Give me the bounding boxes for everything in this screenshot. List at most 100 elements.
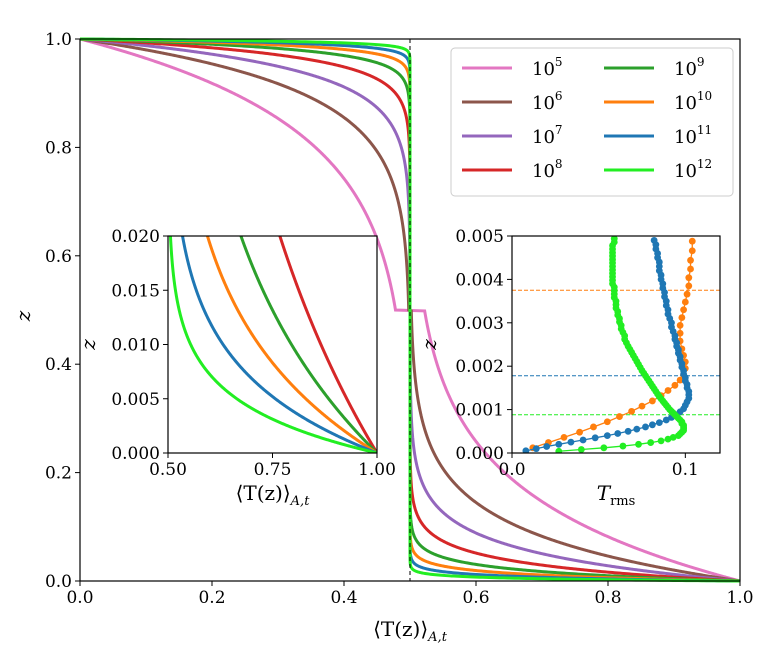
legend-exponent: 8 <box>555 157 563 171</box>
legend-base: 10 <box>532 93 555 114</box>
legend-base: 10 <box>674 93 697 114</box>
inset-left-x-label: ⟨T(z)⟩A,t <box>236 481 311 509</box>
inset-right-data-point <box>685 274 693 282</box>
inset-right-data-point <box>657 437 665 445</box>
legend-base: 10 <box>674 59 697 80</box>
inset-right-data-point <box>560 433 568 441</box>
inset-right-data-point <box>676 322 684 329</box>
inset-right-data-point <box>649 397 656 405</box>
inset-right-data-point <box>616 413 623 420</box>
inset-left-curve <box>205 236 377 453</box>
inset-right-frame <box>511 235 721 454</box>
inset-right-background <box>512 236 720 453</box>
main-x-label-main: ⟨T(z)⟩ <box>373 617 428 641</box>
main-y-tick-label: 0.0 <box>45 572 72 592</box>
legend-base: 10 <box>674 161 697 182</box>
inset-left-curve <box>239 236 377 453</box>
legend-label-10: 1010 <box>674 89 712 114</box>
inset-right-data-point <box>655 419 663 427</box>
inset-left-y-tick-label: 0.015 <box>111 281 160 301</box>
main-y-tick-label: 0.2 <box>45 464 72 484</box>
inset-right-data-point <box>687 256 694 264</box>
main-x-tick-label: 0.2 <box>198 588 225 608</box>
inset-left-axis-ticks: 0.50 0.75 1.00 0.000 0.005 0.010 0.015 0.020 <box>111 227 396 480</box>
inset-left-curve <box>181 236 377 453</box>
inset-left-curve <box>278 236 377 453</box>
inset-right-y-tick-label: 0.002 <box>455 357 504 377</box>
inset-right-data-point <box>683 290 691 298</box>
legend-label-6: 106 <box>532 89 563 114</box>
inset-left-x-label-main: ⟨T(z)⟩ <box>236 481 291 505</box>
inset-right-data-point <box>676 376 684 384</box>
inset-right-data-point <box>680 306 687 314</box>
inset-right-data-point <box>555 440 563 448</box>
inset-right-data-point <box>664 435 672 443</box>
inset-right-y-tick-label: 0.004 <box>455 270 504 290</box>
inset-right-y-tick-label: 0.000 <box>455 444 504 464</box>
inset-left-y-tick-label: 0.005 <box>111 390 160 410</box>
main-plot-frame <box>79 38 741 582</box>
inset-right-data-point <box>647 439 655 446</box>
inset-left-y-label: z <box>76 339 100 351</box>
legend-exponent: 6 <box>555 89 563 103</box>
inset-right-data-point <box>579 436 587 444</box>
legend-label-5: 105 <box>532 55 563 80</box>
main-y-tick-label: 0.6 <box>45 247 72 267</box>
inset-right-data-point <box>543 443 551 450</box>
legend-label-12: 1012 <box>674 157 712 182</box>
inset-right-data-point <box>688 247 696 255</box>
legend-label-8: 108 <box>532 157 563 182</box>
main-y-tick-label: 1.0 <box>45 30 72 50</box>
inset-left-x-tick-label: 1.00 <box>358 460 396 480</box>
legend-box <box>450 47 734 197</box>
inset-left-y-tick-label: 0.020 <box>111 227 160 247</box>
inset-right-data-point <box>642 423 649 431</box>
main-y-tick-label: 0.4 <box>45 355 72 375</box>
inset-right-data-point <box>628 407 635 415</box>
legend-label-7: 107 <box>532 123 563 148</box>
inset-left-x-label-sub: A,t <box>290 494 311 509</box>
inset-right-y-tick-label: 0.001 <box>455 401 504 421</box>
inset-right-data-point <box>678 314 686 321</box>
inset-right-data-point <box>567 438 575 446</box>
inset-left-curve <box>168 236 377 453</box>
inset-right-data-point <box>664 387 672 394</box>
inset-right-data-point <box>532 445 540 453</box>
inset-left-curves <box>168 236 377 453</box>
legend-exponent: 10 <box>697 89 712 103</box>
inset-right-x-label: Trms <box>597 481 636 509</box>
inset-right-data-point <box>614 430 622 437</box>
main-axis-ticks: 0.0 0.2 0.4 0.6 0.8 1.0 0.0 0.2 0.4 0.6 0.8 1.0 <box>45 30 754 608</box>
inset-right-data-point <box>633 425 641 433</box>
inset-right-data-point <box>681 298 689 306</box>
inset-right-data-point <box>577 446 585 453</box>
main-y-label: z <box>11 310 35 322</box>
legend-exponent: 11 <box>697 123 712 137</box>
inset-left-x-tick-label: 0.50 <box>149 460 187 480</box>
inset-right-axis-ticks: 0.0 0.1 0.000 0.001 0.002 0.003 0.004 0.005 <box>455 227 699 480</box>
legend-exponent: 9 <box>697 55 705 69</box>
legend-base: 10 <box>532 161 555 182</box>
inset-right-data-point <box>590 423 597 431</box>
legend-label-9: 109 <box>674 55 705 80</box>
inset-right-data-point <box>676 329 684 337</box>
main-x-tick-label: 0.8 <box>594 588 621 608</box>
inset-right-data-point <box>610 236 618 242</box>
legend-label-11: 1011 <box>674 123 712 148</box>
inset-right-data-point <box>576 428 583 436</box>
inset-right-data-point <box>685 282 693 290</box>
main-plot: 0.0 0.2 0.4 0.6 0.8 1.0 0.0 0.2 0.4 0.6 0.8 1.0 z ⟨… <box>11 30 754 645</box>
main-y-tick-label: 0.8 <box>45 138 72 158</box>
inset-left-y-tick-label: 0.010 <box>111 336 160 356</box>
inset-right-data-point <box>671 381 679 389</box>
inset-right-y-label: z <box>417 339 441 351</box>
inset-right-data-point <box>649 421 656 429</box>
main-x-tick-label: 0.0 <box>66 588 93 608</box>
inset-right-data-point <box>669 433 677 441</box>
inset-right-y-tick-label: 0.003 <box>455 314 504 334</box>
inset-right-data-point <box>555 447 563 453</box>
